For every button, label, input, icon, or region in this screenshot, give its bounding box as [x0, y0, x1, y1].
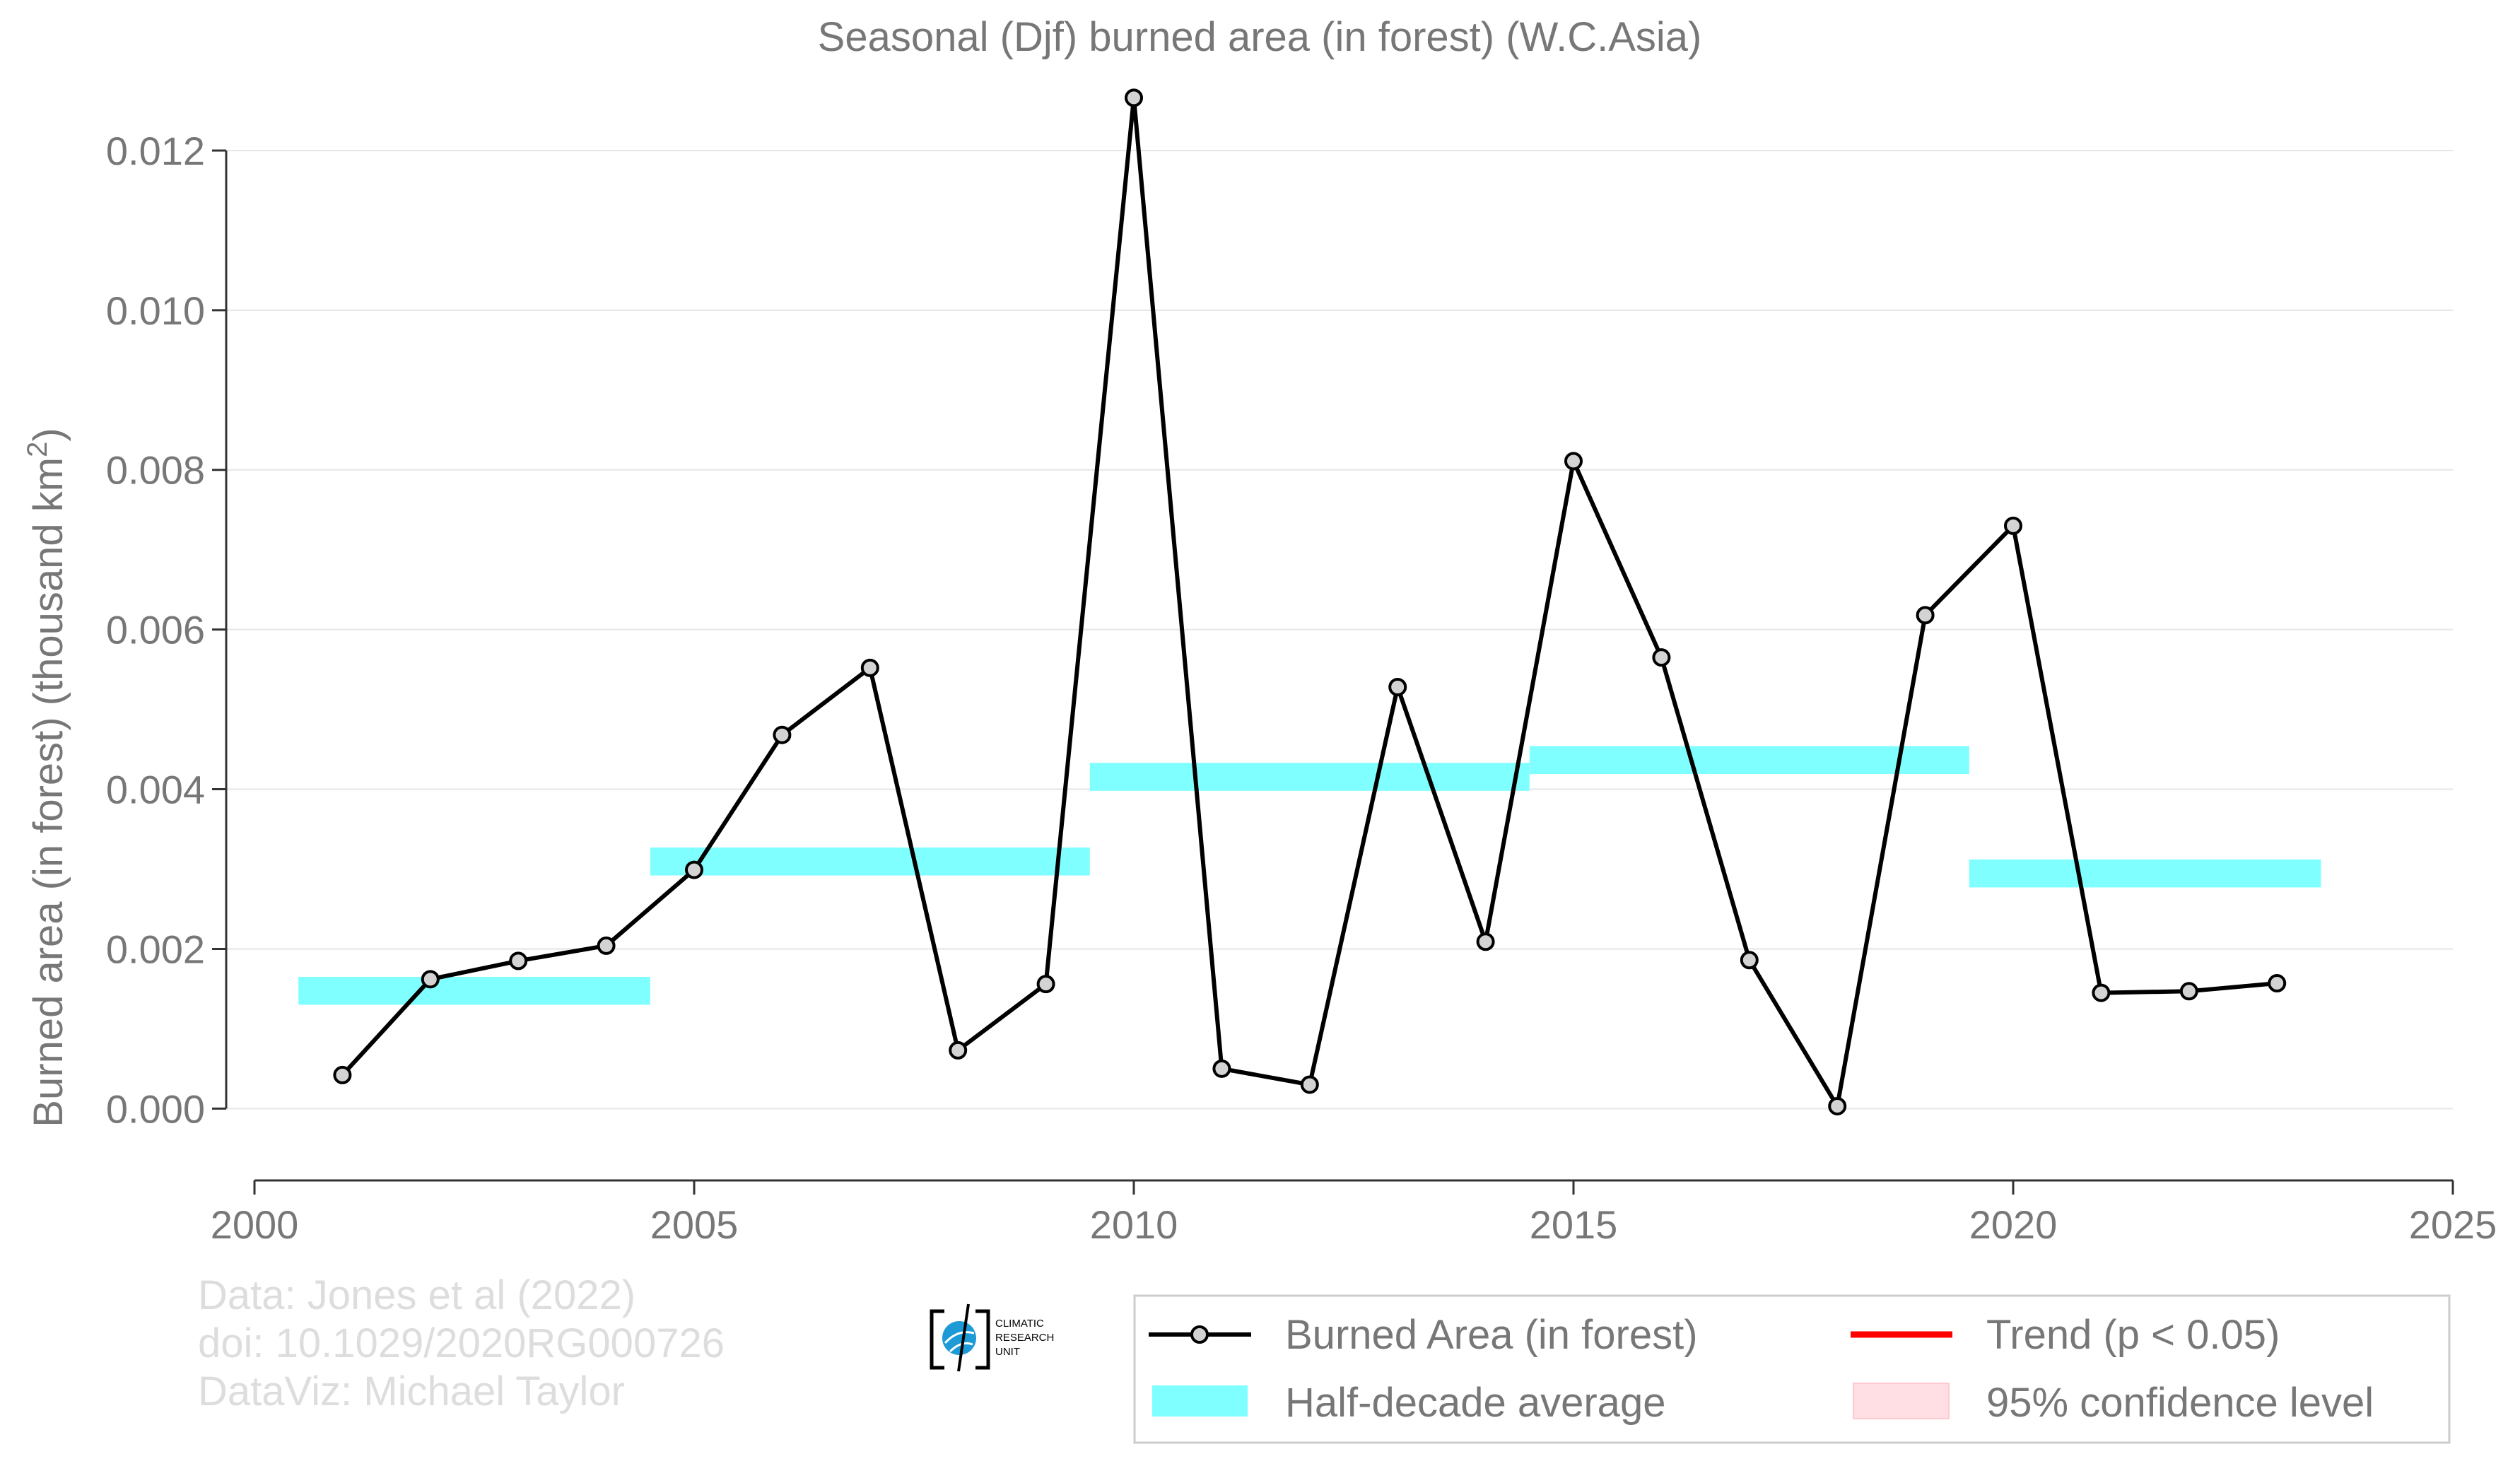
half-decade-average-band: [1089, 763, 1530, 791]
legend-label-burned-area: Burned Area (in forest): [1285, 1312, 1698, 1358]
logo-text-unit: UNIT: [995, 1346, 1020, 1358]
logo-text-climatic: CLIMATIC: [995, 1318, 1044, 1330]
credit-doi: doi: 10.1029/2020RG000726: [198, 1320, 725, 1366]
legend-label-confidence: 95% confidence level: [1986, 1380, 2374, 1426]
legend-item-burned-area: Burned Area (in forest): [1149, 1312, 1698, 1358]
data-point: [1036, 975, 1055, 994]
data-point: [860, 658, 879, 677]
credits: Data: Jones et al (2022) doi: 10.1029/20…: [198, 1272, 725, 1414]
data-point: [1125, 88, 1143, 107]
cru-logo: CLIMATIC RESEARCH UNIT: [930, 1303, 1054, 1372]
y-axis-label: Burned area (in forest) (thousand km2): [22, 428, 71, 1127]
chart-title: Seasonal (Djf) burned area (in forest) (…: [818, 14, 1702, 60]
y-tick-label: 0.012: [106, 129, 205, 173]
y-tick-label: 0.004: [106, 768, 205, 812]
x-tick-label: 2005: [650, 1202, 739, 1247]
data-point: [2179, 982, 2198, 1001]
legend: Burned Area (in forest) Trend (p < 0.05)…: [1133, 1294, 2451, 1444]
half-decade-average-bands: [298, 746, 2321, 1005]
data-point: [1828, 1096, 1847, 1115]
logo-text-research: RESEARCH: [995, 1332, 1054, 1344]
data-point: [685, 860, 703, 879]
legend-box: [1133, 1294, 2451, 1444]
globe-icon: [942, 1321, 976, 1355]
data-point: [1740, 951, 1759, 970]
data-point: [1476, 932, 1495, 951]
legend-label-half-decade: Half-decade average: [1285, 1380, 1665, 1426]
data-point: [1916, 606, 1935, 625]
y-tick-label: 0.006: [106, 608, 205, 652]
y-tick-label: 0.008: [106, 448, 205, 493]
y-axis-ticks: 0.000 0.002 0.004 0.006 0.008 0.010 0.012: [106, 129, 226, 1131]
data-point: [1212, 1059, 1231, 1078]
legend-item-confidence: 95% confidence level: [1853, 1380, 2374, 1426]
credit-dataviz: DataViz: Michael Taylor: [198, 1368, 625, 1414]
data-series: [333, 88, 2287, 1115]
credit-data: Data: Jones et al (2022): [198, 1272, 635, 1318]
half-decade-average-band: [1969, 859, 2321, 888]
y-tick-label: 0.002: [106, 927, 205, 971]
data-point: [509, 951, 528, 971]
data-point: [2268, 974, 2287, 993]
data-point: [949, 1040, 968, 1060]
data-point: [2092, 983, 2111, 1002]
legend-label-trend: Trend (p < 0.05): [1986, 1312, 2280, 1358]
data-point: [1300, 1075, 1319, 1094]
data-point: [2004, 516, 2022, 535]
legend-item-trend: Trend (p < 0.05): [1851, 1312, 2280, 1358]
data-point: [1652, 648, 1671, 667]
y-tick-label: 0.000: [106, 1086, 205, 1131]
x-tick-label: 2020: [1969, 1202, 2058, 1247]
half-decade-average-band: [298, 976, 650, 1005]
data-point: [597, 936, 616, 955]
half-decade-average-band: [650, 848, 1090, 876]
x-axis-ticks: 2000 2005 2010 2015 2020 2025: [211, 1180, 2497, 1247]
x-tick-label: 2015: [1530, 1202, 1618, 1247]
x-tick-label: 2000: [211, 1202, 299, 1247]
data-point: [333, 1065, 352, 1084]
legend-item-half-decade: Half-decade average: [1152, 1380, 1665, 1426]
data-point: [421, 970, 440, 989]
data-point: [1388, 677, 1407, 696]
x-tick-label: 2010: [1090, 1202, 1178, 1247]
y-tick-label: 0.010: [106, 288, 205, 333]
half-decade-average-band: [1529, 746, 1969, 775]
data-point: [1564, 452, 1583, 471]
data-point: [773, 725, 792, 744]
x-tick-label: 2025: [2409, 1202, 2497, 1247]
